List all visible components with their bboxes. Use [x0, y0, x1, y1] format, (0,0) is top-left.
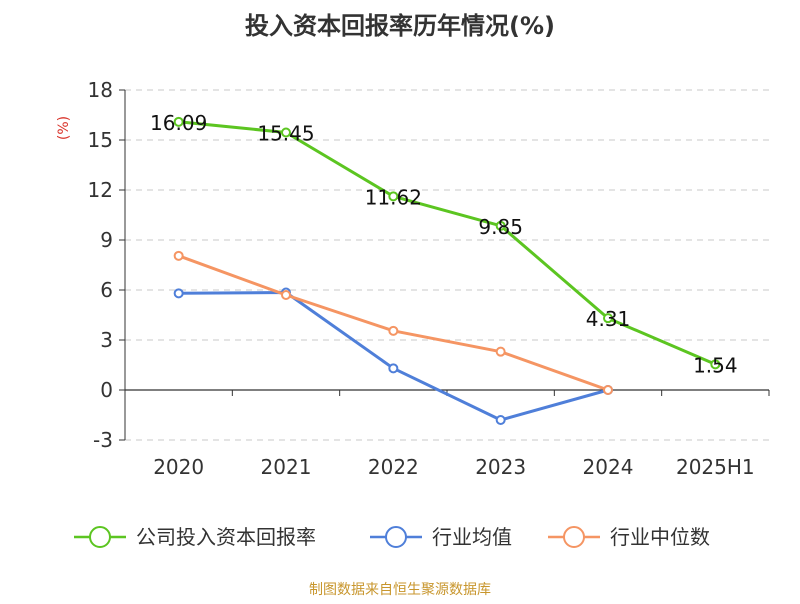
y-tick-label: 9	[100, 228, 113, 252]
data-point	[173, 288, 184, 299]
data-label: 1.54	[693, 353, 738, 377]
data-point	[173, 250, 184, 261]
axes: -3 0 3 6 9 12 15 18 2020 2021 2022 2023 2024 2025H1	[88, 78, 770, 479]
data-label: 15.45	[257, 122, 314, 146]
data-labels: 16.09 15.45 11.62 9.85 4.31 1.54	[150, 111, 738, 378]
data-point	[281, 127, 291, 138]
x-tick-label: 2022	[368, 455, 419, 479]
legend-marker-icon	[89, 526, 111, 548]
data-point	[710, 359, 721, 370]
legend-marker-icon	[563, 526, 585, 548]
data-label: 4.31	[586, 307, 631, 331]
legend-item: 公司投入资本回报率	[74, 525, 316, 549]
y-tick-label: 3	[100, 328, 113, 352]
y-tick-label: 15	[88, 128, 113, 152]
x-tick-label: 2021	[261, 455, 312, 479]
data-point	[603, 313, 613, 324]
legend-label: 行业中位数	[610, 525, 710, 549]
legend-item: 行业均值	[370, 525, 512, 549]
series-line-0	[177, 120, 717, 366]
data-point	[495, 220, 506, 231]
x-tick-label: 2020	[153, 455, 204, 479]
legend: 公司投入资本回报率 行业均值 行业中位数	[74, 525, 710, 549]
data-point	[495, 346, 506, 357]
legend-marker-icon	[385, 526, 407, 548]
y-axis-label: (%)	[56, 116, 72, 140]
data-point	[495, 415, 506, 425]
series-lines	[173, 116, 721, 425]
data-label: 11.62	[365, 185, 422, 209]
y-tick-label: 12	[88, 178, 113, 202]
y-tick-label: 18	[88, 78, 113, 102]
data-label: 9.85	[478, 215, 523, 239]
data-label: 16.09	[150, 111, 207, 135]
data-point	[173, 116, 184, 127]
data-point	[281, 290, 291, 300]
x-tick-label: 2023	[475, 455, 526, 479]
legend-item: 行业中位数	[548, 525, 710, 549]
x-tick-label: 2024	[583, 455, 634, 479]
source-note: 制图数据来自恒生聚源数据库	[309, 582, 491, 598]
data-point	[603, 385, 613, 395]
data-point	[388, 325, 399, 336]
series-line-1	[177, 291, 610, 422]
legend-label: 公司投入资本回报率	[136, 525, 316, 549]
chart-title: 投入资本回报率历年情况(%)	[245, 12, 555, 40]
y-tick-label: 6	[100, 278, 113, 302]
x-tick-label: 2025H1	[676, 455, 755, 479]
data-point	[388, 363, 399, 374]
data-point	[388, 191, 399, 202]
grid-lines	[125, 89, 769, 441]
y-tick-label: 0	[100, 378, 113, 402]
y-tick-label: -3	[93, 428, 113, 452]
legend-label: 行业均值	[432, 525, 512, 549]
